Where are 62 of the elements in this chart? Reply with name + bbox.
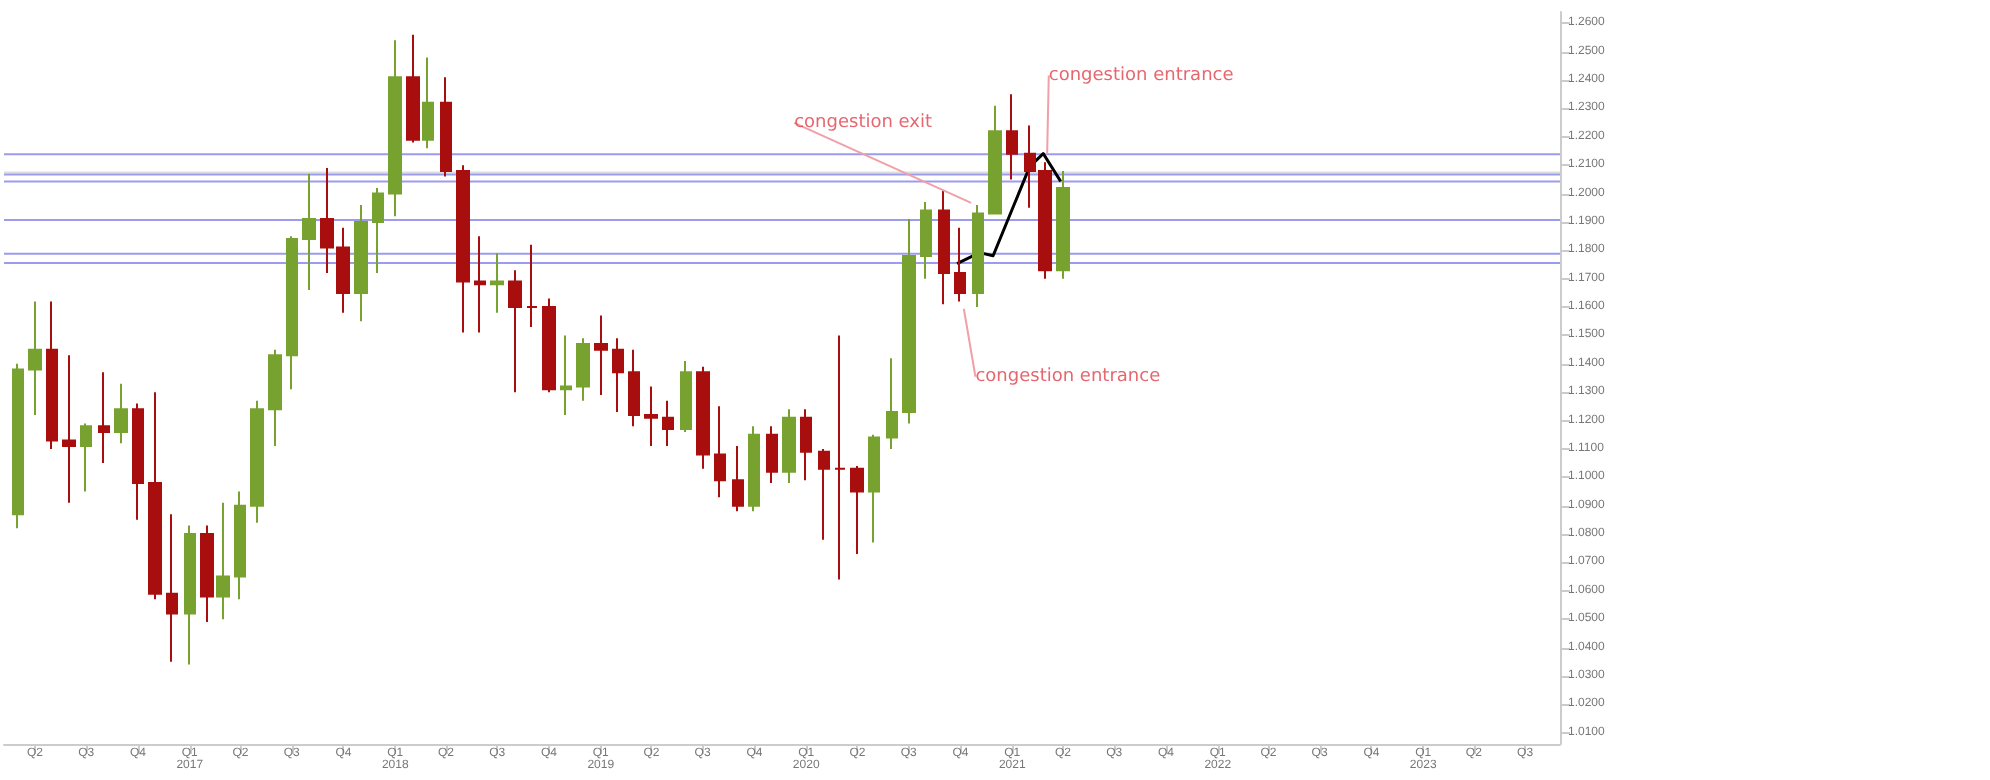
candlestick: [886, 357, 898, 450]
candlestick: [132, 402, 144, 521]
candlestick: [62, 354, 76, 504]
candlestick: [388, 39, 402, 218]
candlestick: [594, 314, 608, 397]
candlestick: [440, 76, 452, 178]
candlestick: [80, 422, 92, 493]
annotation: congestion entrance: [975, 366, 1162, 387]
candlestick: [662, 399, 674, 448]
candlestick: [902, 218, 916, 425]
candlestick: [200, 524, 214, 623]
candlestick: [114, 382, 128, 445]
candlestick: [28, 300, 42, 416]
candlestick: [148, 391, 162, 601]
candlestick: [354, 203, 368, 323]
candlestick: [782, 408, 796, 484]
annotation: congestion exit: [794, 112, 934, 133]
candlestick: [234, 490, 246, 601]
line-series: [955, 152, 1063, 266]
candlestick: [628, 348, 640, 428]
candlestick: [696, 365, 710, 470]
candlestick: [406, 33, 420, 144]
candlestick: [972, 203, 984, 309]
candlestick: [184, 524, 196, 666]
candlestick: [988, 104, 1002, 215]
candlestick: [12, 362, 24, 530]
candlestick: [576, 337, 590, 402]
candlestick: [372, 186, 384, 275]
candlestick: [850, 464, 864, 555]
candlestick: [490, 252, 504, 314]
candlestick: [1006, 93, 1018, 181]
candlestick: [422, 56, 434, 150]
candlestick: [216, 501, 230, 621]
candlestick: [818, 447, 830, 541]
candlestick: [286, 235, 298, 391]
candlestick: [508, 269, 522, 394]
candlestick: [542, 297, 556, 394]
candlestick: [560, 334, 572, 416]
candlestick: [1056, 169, 1070, 280]
candlestick: [680, 359, 692, 433]
candlestick: [302, 172, 316, 292]
candlestick: [938, 189, 950, 306]
candlestick: [612, 337, 624, 414]
candlestick: [954, 226, 966, 303]
candlestick: [456, 164, 470, 334]
candlestick: [644, 385, 658, 448]
candlestick: [766, 425, 778, 484]
candlestick: [474, 235, 486, 334]
candlestick: [834, 334, 846, 581]
candlestick: [748, 425, 760, 513]
candlestick: [732, 445, 744, 513]
candlestick: [714, 405, 726, 499]
candlestick: [800, 408, 812, 482]
annotation: congestion entrance: [1048, 65, 1235, 86]
candlestick: [98, 371, 110, 465]
candlestick: [46, 300, 58, 450]
candlestick: [250, 399, 264, 524]
candlestick: [868, 433, 880, 544]
candlestick: [166, 513, 178, 663]
candlestick: [920, 201, 932, 280]
candlestick: [268, 348, 282, 448]
candlestick: [526, 243, 538, 328]
